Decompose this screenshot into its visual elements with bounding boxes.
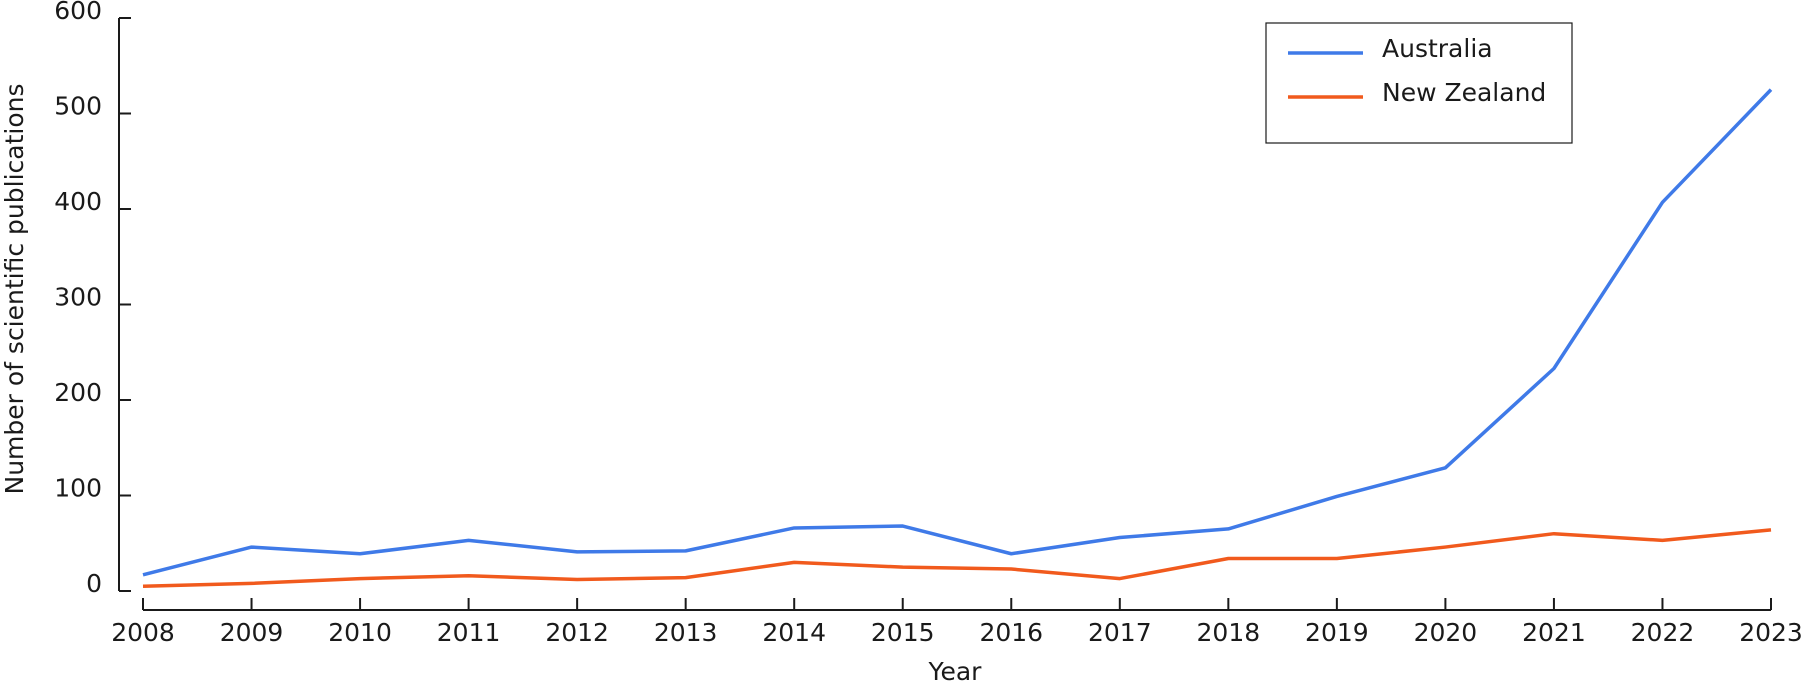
y-tick-label: 0: [86, 569, 102, 598]
y-tick-label: 600: [54, 0, 102, 25]
x-tick-label: 2019: [1305, 618, 1369, 647]
x-tick-label: 2021: [1522, 618, 1586, 647]
x-tick-label: 2018: [1197, 618, 1261, 647]
x-tick-label: 2017: [1088, 618, 1152, 647]
x-tick-label: 2022: [1631, 618, 1695, 647]
x-tick-label: 2020: [1414, 618, 1478, 647]
x-tick-label: 2013: [654, 618, 718, 647]
legend-label: Australia: [1382, 34, 1493, 63]
series-line: [142, 88, 1773, 577]
legend-label: New Zealand: [1382, 78, 1546, 107]
y-tick-label: 300: [54, 283, 102, 312]
y-tick-label: 200: [54, 378, 102, 407]
y-axis-label: Number of scientific publications: [0, 84, 29, 495]
y-tick-label: 400: [54, 187, 102, 216]
y-tick-label: 100: [54, 474, 102, 503]
y-tick-label: 500: [54, 92, 102, 121]
x-tick-label: 2008: [111, 618, 175, 647]
x-tick-label: 2023: [1739, 618, 1803, 647]
legend-box: [1265, 22, 1573, 144]
x-tick-label: 2016: [979, 618, 1043, 647]
x-tick-label: 2009: [220, 618, 284, 647]
x-tick-label: 2011: [437, 618, 501, 647]
x-tick-label: 2015: [871, 618, 935, 647]
x-tick-label: 2014: [762, 618, 826, 647]
x-tick-label: 2010: [328, 618, 392, 647]
x-axis-label: Year: [928, 657, 983, 686]
x-tick-label: 2012: [545, 618, 609, 647]
series-line: [142, 528, 1772, 588]
